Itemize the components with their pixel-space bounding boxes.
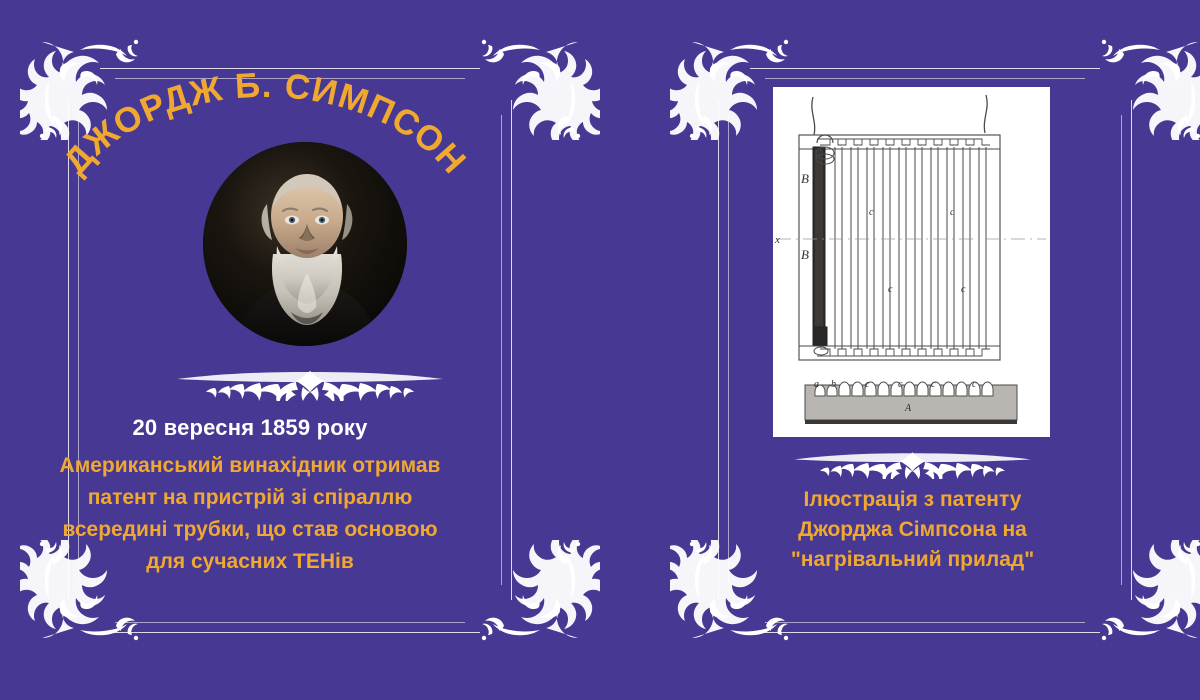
frame-line-right-outer [1131,100,1132,600]
floral-divider-ornament-right [780,447,1045,479]
label-tube-1: c [869,207,874,218]
label-axis: x [774,234,780,246]
frame-line-top-outer [750,68,1100,69]
illustration-caption: Ілюстрація з патенту Джорджа Сімпсона на… [755,485,1070,575]
description-line: патент на пристрій зі спіраллю [25,482,475,514]
frame-line-right-inner [501,115,502,585]
floral-divider-ornament-left [175,365,445,401]
frame-line-bottom-inner [115,622,465,623]
label-tube-3: c [888,284,893,295]
frame-line-right-inner [1121,115,1122,585]
floral-corner-ornament-bottom-right [480,540,600,660]
label-section-base: A [904,403,912,414]
label-section-a: a [814,379,819,390]
event-date: 20 вересня 1859 року [40,415,460,441]
label-section-c1: c [865,379,870,390]
slide-root: ДЖОРДЖ Б. СИМПСОН [0,0,1200,700]
avatar-portrait [203,142,407,346]
label-section-c3: c [931,379,936,390]
floral-corner-ornament-bottom-right [1100,540,1200,660]
label-rail-upper: B [801,171,809,186]
frame-line-left-inner [728,115,729,585]
label-tube-4: c [961,284,966,295]
caption-line: Джорджа Сімпсона на [755,515,1070,545]
caption-line: Ілюстрація з патенту [755,485,1070,515]
floral-corner-ornament-top-right [1100,20,1200,140]
frame-line-right-outer [511,100,512,600]
label-section-c2: c [898,379,903,390]
description-line: Американський винахідник отримав [25,450,475,482]
frame-line-bottom-outer [100,632,480,633]
frame-line-bottom-outer [750,632,1100,633]
floral-corner-ornament-top-left [670,20,790,140]
frame-line-left-outer [718,100,719,600]
description-line: для сучасних ТЕНів [25,546,475,578]
frame-line-bottom-inner [765,622,1085,623]
caption-line: "нагрівальний прилад" [755,545,1070,575]
frame-line-top-inner [765,78,1085,79]
floral-corner-ornament-top-right [480,20,600,140]
patent-illustration: B B x c c c c [773,87,1050,437]
label-section-b: b [831,379,836,390]
label-section-c4: c [972,379,977,390]
event-description: Американський винахідник отримав патент … [25,450,475,578]
description-line: всередині трубки, що став основою [25,514,475,546]
label-tube-2: c [950,207,955,218]
label-rail-lower: B [801,247,809,262]
